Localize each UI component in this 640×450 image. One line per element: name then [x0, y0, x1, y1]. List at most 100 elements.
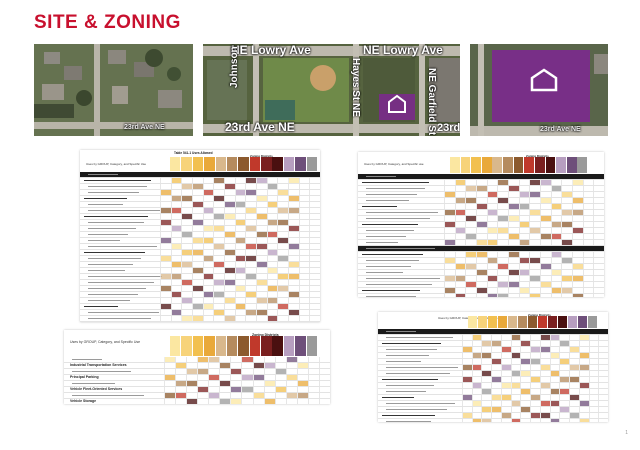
district-color-band	[192, 157, 204, 171]
table-row	[358, 264, 604, 270]
zoning-table-1: Table 541-1 Uses Allowed Zoning District…	[80, 150, 320, 322]
district-color-band	[548, 316, 558, 328]
table-header: Zoning Districts	[252, 333, 279, 337]
district-color-band	[295, 157, 306, 171]
district-color-band	[545, 157, 556, 173]
street-label: 23rd Ave NE	[124, 124, 165, 131]
district-color-band	[238, 336, 249, 356]
aerial-photo-left: 23rd Ave NE	[34, 44, 193, 136]
table-row	[358, 276, 604, 282]
aerial-photo-center: NE Lowry Ave NE Lowry Ave Johnson St NE …	[203, 44, 460, 136]
district-color-band	[492, 157, 503, 173]
district-color-band	[518, 316, 528, 328]
street-label: NE Garfield St	[426, 68, 437, 136]
district-color-band	[192, 336, 204, 356]
district-color-band	[249, 157, 261, 171]
table-rows: Industrial Transportation Services Princi…	[64, 357, 330, 404]
table-row	[358, 222, 604, 228]
district-color-band	[283, 157, 295, 171]
table-header: Zoning Districts	[250, 154, 273, 158]
table-row	[80, 280, 320, 286]
table-row	[378, 401, 608, 407]
use-category-label: Principal Parking	[70, 375, 99, 379]
table-row	[64, 381, 330, 387]
district-color-band	[238, 157, 249, 171]
table-row	[64, 393, 330, 399]
table-row	[358, 216, 604, 222]
table-rows	[80, 172, 320, 322]
district-column-headers	[170, 336, 318, 356]
district-color-band	[478, 316, 488, 328]
table-row	[80, 250, 320, 256]
table-row	[358, 186, 604, 192]
district-color-band	[181, 336, 192, 356]
table-header: Zoning Districts	[528, 313, 551, 317]
street-label: 23rd Ave NE	[540, 126, 581, 133]
table-row	[378, 329, 608, 335]
district-color-band	[215, 336, 227, 356]
table-row	[358, 192, 604, 198]
street-label: 23rd Ave NE	[225, 120, 295, 134]
table-row	[80, 268, 320, 274]
district-color-band	[204, 336, 215, 356]
district-color-band	[261, 157, 272, 171]
table-row	[80, 262, 320, 268]
district-color-band	[261, 336, 272, 356]
table-row	[358, 234, 604, 240]
district-color-band	[450, 157, 460, 173]
table-row	[80, 196, 320, 202]
district-color-band	[508, 316, 518, 328]
aerial-right-map	[470, 44, 608, 136]
table-row	[358, 252, 604, 258]
district-color-band	[558, 316, 568, 328]
table-row	[378, 419, 608, 422]
table-row	[80, 298, 320, 304]
aerial-photo-right: 23rd Ave NE	[470, 44, 608, 136]
district-color-band	[566, 157, 577, 173]
table-row	[358, 294, 604, 297]
table-row	[378, 359, 608, 365]
table-row: Principal Parking	[64, 375, 330, 381]
table-row	[80, 316, 320, 322]
table-row	[378, 335, 608, 341]
table-row	[80, 286, 320, 292]
district-color-band	[568, 316, 578, 328]
table-row	[378, 377, 608, 383]
table-row	[80, 226, 320, 232]
district-color-band	[215, 157, 227, 171]
district-color-band	[226, 157, 238, 171]
district-color-band	[488, 316, 498, 328]
district-color-band	[534, 157, 545, 173]
street-label: NE Lowry Ave	[231, 44, 311, 57]
table-row	[358, 174, 604, 180]
district-color-band	[538, 316, 548, 328]
district-color-band	[249, 336, 261, 356]
table-row	[378, 383, 608, 389]
table-row	[358, 240, 604, 246]
street-label: 23rd	[437, 122, 460, 134]
table-row	[80, 202, 320, 208]
table-row	[80, 238, 320, 244]
table-row	[378, 407, 608, 413]
table-row	[378, 389, 608, 395]
table-row	[80, 190, 320, 196]
table-row	[80, 304, 320, 310]
table-row	[358, 258, 604, 264]
zoning-table-2: Zoning Districts Uses by GROUP, Category…	[358, 152, 604, 297]
table-row	[80, 208, 320, 214]
street-label: NE Lowry Ave	[363, 44, 443, 57]
district-color-band	[524, 157, 535, 173]
table-row	[378, 341, 608, 347]
district-color-band	[471, 157, 481, 173]
table-row	[378, 353, 608, 359]
table-row	[80, 244, 320, 250]
table-row	[358, 204, 604, 210]
district-color-band	[460, 157, 471, 173]
table-row	[358, 288, 604, 294]
district-color-band	[272, 157, 283, 171]
street-label: Johnson St NE	[229, 44, 240, 88]
table-caption: Table 541-1 Uses Allowed	[174, 151, 213, 155]
table-row	[378, 347, 608, 353]
district-color-band	[578, 316, 588, 328]
district-color-band	[283, 336, 295, 356]
